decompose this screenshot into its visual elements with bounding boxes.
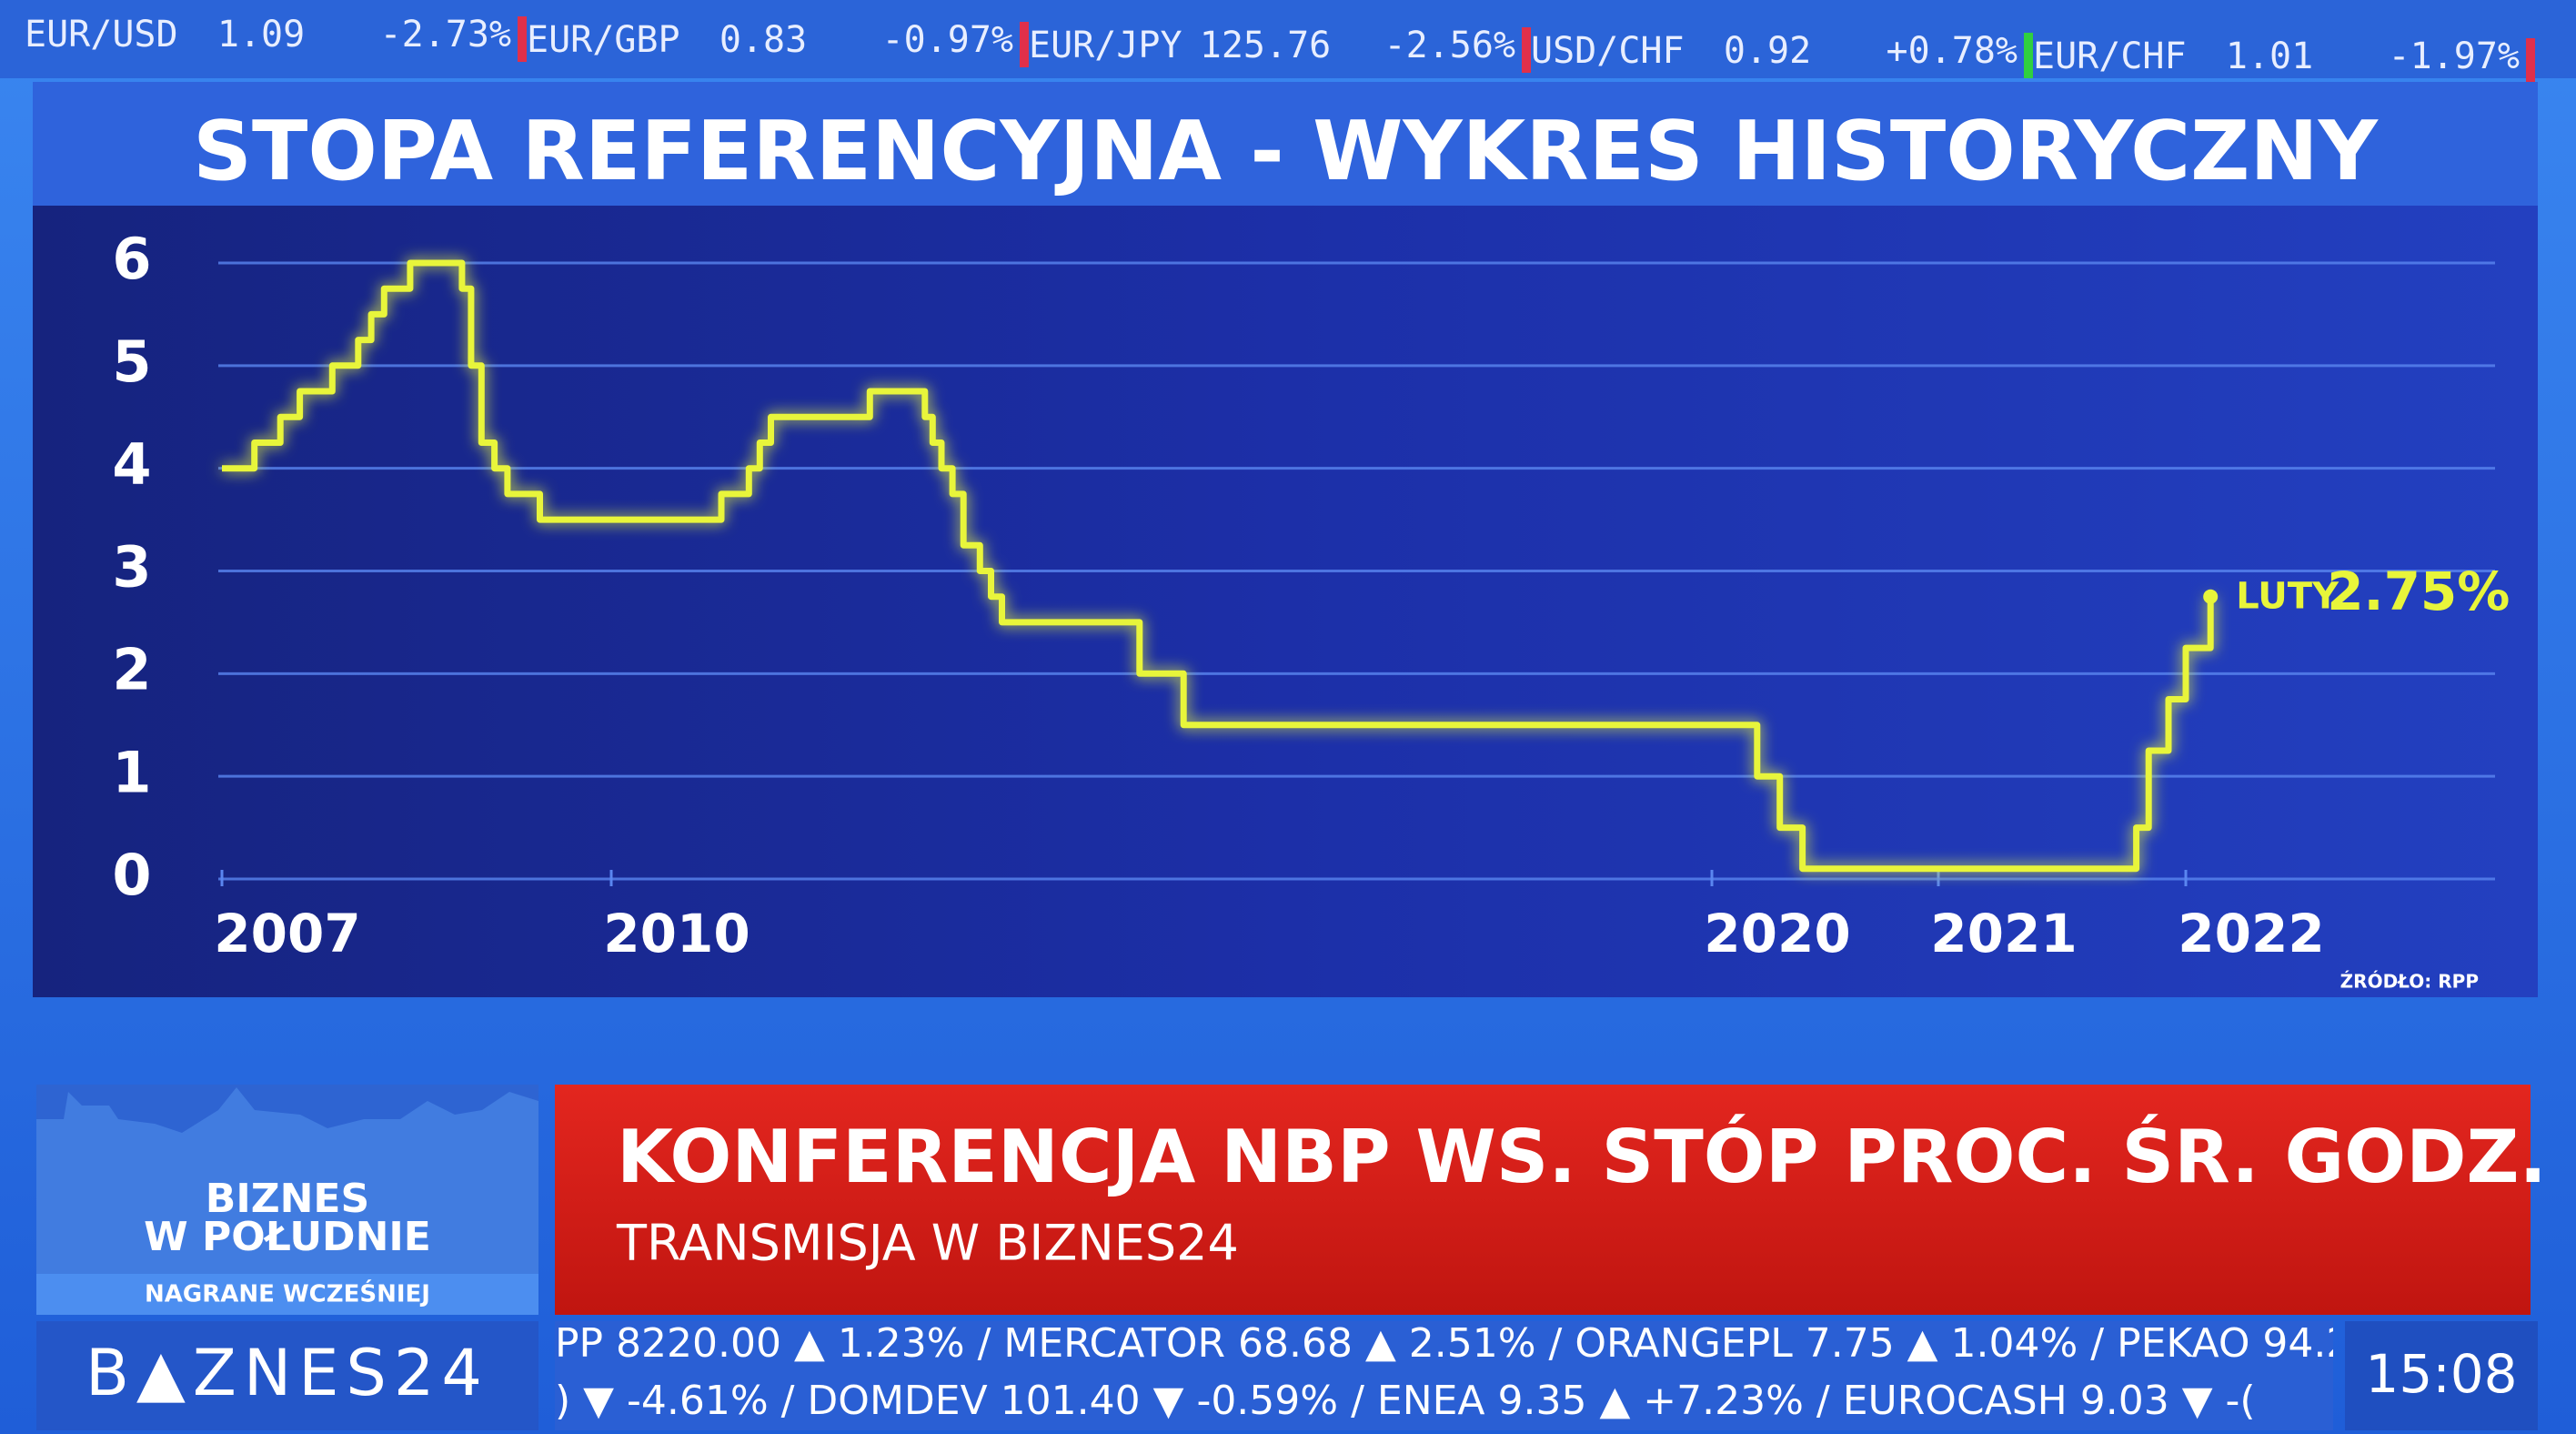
program-name: BIZNES — [206, 1176, 369, 1222]
x-tick-label: 2007 — [214, 903, 360, 964]
channel-logo: B▲ZNES24 — [86, 1336, 489, 1410]
end-point — [2203, 589, 2219, 604]
currency-change: -2.56% — [1384, 25, 1516, 66]
headline: KONFERENCJA NBP WS. STÓP PROC. ŚR. GODZ.… — [617, 1114, 2576, 1199]
currency-rate: 1.01 — [2226, 35, 2313, 77]
annotation-text: LUTY — [2236, 576, 2340, 618]
chart-title-band — [33, 82, 2538, 206]
y-tick-label: 0 — [112, 842, 151, 908]
currency-change: +0.78% — [1887, 30, 2018, 72]
rate-line — [222, 259, 2214, 873]
y-tick-label: 5 — [112, 328, 151, 395]
currency-rate: 125.76 — [1200, 25, 1332, 66]
x-tick-label: 2021 — [1930, 903, 2077, 964]
change-indicator — [1522, 27, 1531, 73]
annotation-value: 2.75% — [2327, 560, 2510, 622]
currency-pair: EUR/JPY — [1029, 25, 1182, 66]
y-tick-label: 1 — [112, 739, 151, 805]
currency-rate: 1.09 — [217, 14, 305, 56]
currency-ticker: EUR/USD 1.09 -2.73% EUR/GBP 0.83 -0.97% EUR/JP… — [25, 14, 2535, 84]
currency-change: -0.97% — [882, 19, 1014, 61]
change-indicator — [518, 16, 527, 62]
currency-change: -1.97% — [2389, 35, 2521, 77]
change-indicator — [2526, 38, 2535, 84]
program-name: W POŁUDNIE — [144, 1214, 431, 1260]
x-tick-label: 2022 — [2178, 903, 2324, 964]
y-tick-label: 2 — [112, 636, 151, 702]
y-tick-label: 3 — [112, 534, 151, 601]
currency-change: -2.73% — [380, 14, 512, 56]
stock-bar — [555, 1321, 2333, 1430]
y-tick-label: 4 — [112, 431, 151, 498]
note-band — [36, 1274, 538, 1315]
currency-rate: 0.83 — [719, 19, 807, 61]
currency-pair: USD/CHF — [1531, 30, 1685, 72]
clock: 15:08 — [2365, 1343, 2517, 1405]
clock-box — [2345, 1321, 2538, 1430]
currency-bar — [0, 0, 2576, 78]
subheadline: TRANSMISJA W BIZNES24 — [616, 1215, 1239, 1272]
currency-pair: EUR/CHF — [2033, 35, 2187, 77]
currency-rate: 0.92 — [1724, 30, 1811, 72]
stock-ticker: PP 8220.00 ▲ 1.23% / MERCATOR 68.68 ▲ 2.… — [555, 1320, 2522, 1367]
change-indicator — [2024, 33, 2033, 78]
stock-clip: PP 8220.00 ▲ 1.23% / MERCATOR 68.68 ▲ 2.… — [555, 1320, 2522, 1424]
program-note: NAGRANE WCZEŚNIEJ — [145, 1279, 430, 1308]
x-tick-label: 2020 — [1704, 903, 1850, 964]
skyline — [36, 1087, 538, 1274]
currency-pair: EUR/GBP — [527, 19, 680, 61]
chart-panel — [33, 82, 2538, 997]
headline-banner — [555, 1085, 2531, 1315]
source: ŹRÓDŁO: RPP — [2340, 971, 2479, 993]
logo-box — [36, 1321, 538, 1430]
chart-title: STOPA REFERENCYJNA - WYKRES HISTORYCZNY — [193, 104, 2380, 199]
change-indicator — [1020, 22, 1029, 67]
stock-ticker: ) ▼ -4.61% / DOMDEV 101.40 ▼ -0.59% / EN… — [555, 1378, 2256, 1424]
currency-pair: EUR/USD — [25, 14, 178, 56]
y-tick-label: 6 — [112, 226, 151, 292]
x-tick-label: 2010 — [603, 903, 750, 964]
